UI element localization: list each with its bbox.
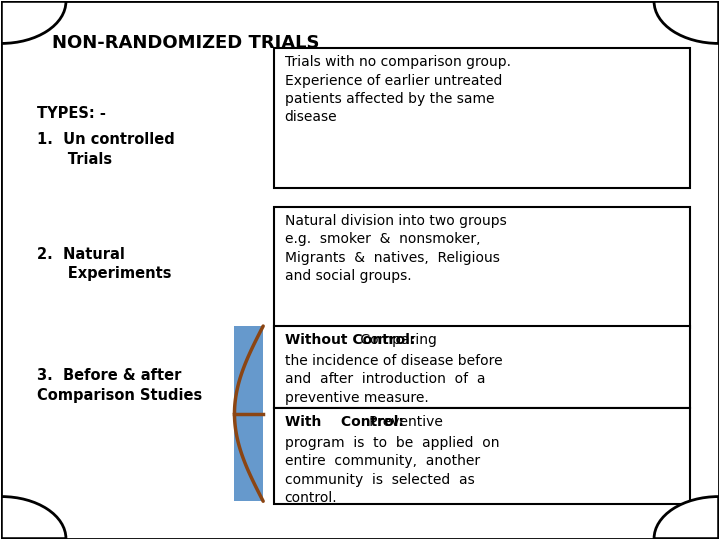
Text: TYPES: -: TYPES: - bbox=[37, 106, 106, 122]
Text: program  is  to  be  applied  on
entire  community,  another
community  is  sele: program is to be applied on entire commu… bbox=[284, 436, 499, 505]
Text: Comparing: Comparing bbox=[356, 333, 437, 347]
Text: 3.  Before & after
Comparison Studies: 3. Before & after Comparison Studies bbox=[37, 368, 202, 403]
Wedge shape bbox=[1, 497, 66, 538]
Text: the incidence of disease before
and  after  introduction  of  a
preventive measu: the incidence of disease before and afte… bbox=[284, 354, 503, 405]
Bar bbox=[274, 408, 690, 504]
Text: 1.  Un controlled
      Trials: 1. Un controlled Trials bbox=[37, 132, 175, 167]
Text: Trials with no comparison group.
Experience of earlier untreated
patients affect: Trials with no comparison group. Experie… bbox=[284, 55, 510, 124]
Wedge shape bbox=[654, 497, 719, 538]
Text: 2.  Natural
      Experiments: 2. Natural Experiments bbox=[37, 247, 172, 281]
Text: Without Control:: Without Control: bbox=[284, 333, 415, 347]
Text: Natural division into two groups
e.g.  smoker  &  nonsmoker,
Migrants  &  native: Natural division into two groups e.g. sm… bbox=[284, 214, 506, 283]
Bar bbox=[235, 326, 264, 501]
Wedge shape bbox=[654, 2, 719, 43]
Bar bbox=[274, 207, 690, 328]
Text: NON-RANDOMIZED TRIALS: NON-RANDOMIZED TRIALS bbox=[52, 34, 319, 52]
Wedge shape bbox=[1, 2, 66, 43]
Bar bbox=[274, 48, 690, 188]
Bar bbox=[274, 326, 690, 408]
Text: With    Control:: With Control: bbox=[284, 415, 404, 429]
Text: Preventive: Preventive bbox=[356, 415, 443, 429]
